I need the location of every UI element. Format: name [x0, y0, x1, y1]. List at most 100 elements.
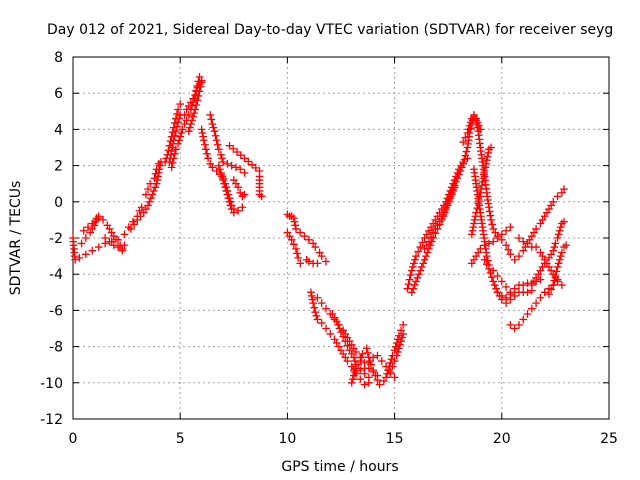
y-tick-label: -8	[49, 340, 63, 356]
data-point	[485, 203, 493, 212]
data-point	[550, 276, 559, 285]
data-point	[506, 223, 515, 231]
data-point	[413, 273, 422, 282]
data-point	[120, 241, 129, 250]
data-point	[189, 112, 197, 121]
data-point	[365, 373, 373, 382]
data-point	[487, 143, 495, 152]
data-point	[502, 226, 510, 235]
y-tick-label: 8	[54, 50, 63, 66]
data-point	[248, 160, 256, 169]
x-tick-label: 20	[493, 431, 511, 447]
data-point	[375, 380, 384, 389]
data-point	[532, 243, 540, 251]
data-point	[175, 136, 183, 145]
chart-title: Day 012 of 2021, Sidereal Day-to-day VTE…	[47, 22, 613, 38]
data-point	[310, 303, 319, 312]
data-point	[484, 149, 493, 157]
data-point	[308, 295, 317, 304]
data-point	[99, 216, 107, 224]
data-point	[211, 131, 220, 140]
data-point	[287, 235, 296, 244]
data-point	[148, 190, 157, 199]
data-point	[165, 158, 174, 166]
data-point	[292, 245, 300, 253]
data-point	[460, 155, 469, 164]
data-point	[168, 159, 177, 167]
data-point	[457, 163, 466, 172]
data-point	[167, 150, 175, 159]
data-point	[137, 203, 146, 212]
data-point	[415, 270, 423, 279]
data-point	[251, 164, 260, 172]
data-point	[360, 380, 369, 389]
data-point	[236, 165, 245, 174]
data-point	[218, 172, 226, 181]
data-point	[209, 123, 218, 132]
data-point	[547, 285, 555, 294]
data-point	[360, 364, 369, 373]
data-point	[412, 252, 420, 260]
data-point	[479, 174, 488, 183]
data-point	[549, 281, 558, 289]
data-point	[410, 259, 418, 268]
data-point	[363, 349, 372, 357]
data-point	[393, 348, 402, 356]
data-point	[553, 234, 562, 242]
y-axis: -12 -10 -8 -6 -4 -2 0 2 4 6 8	[40, 50, 609, 428]
data-point	[304, 235, 313, 244]
data-point	[176, 132, 185, 141]
data-point	[229, 208, 238, 217]
data-point	[317, 299, 326, 308]
data-point	[373, 351, 382, 360]
data-point	[390, 357, 399, 365]
data-point	[212, 136, 221, 145]
data-point	[326, 330, 335, 338]
data-point	[461, 133, 470, 142]
data-point	[224, 194, 233, 203]
data-point	[416, 266, 425, 275]
data-point	[151, 169, 160, 178]
data-point	[101, 234, 110, 242]
data-point	[456, 167, 465, 175]
data-point	[220, 179, 229, 188]
data-point	[192, 101, 201, 109]
data-point	[476, 245, 485, 253]
data-point	[291, 221, 300, 230]
data-point	[422, 252, 430, 260]
data-point	[167, 163, 176, 172]
x-axis-label: GPS time / hours	[281, 459, 398, 475]
x-tick-label: 5	[176, 431, 185, 447]
data-point	[294, 254, 302, 262]
data-point	[449, 185, 458, 193]
data-point	[203, 149, 211, 158]
series-track-13	[180, 76, 206, 119]
data-point	[307, 288, 315, 297]
data-point	[407, 288, 416, 297]
data-point	[459, 159, 468, 168]
data-point	[145, 197, 154, 206]
series-track-32	[467, 143, 495, 239]
data-point	[234, 207, 242, 215]
data-point	[406, 271, 415, 279]
data-point	[177, 129, 186, 137]
x-axis: 0 5 10 15 20 25	[69, 57, 618, 447]
data-point	[229, 145, 238, 153]
data-point	[523, 310, 532, 318]
data-point	[223, 190, 232, 199]
data-point	[418, 238, 427, 247]
data-point	[233, 148, 241, 156]
data-point	[532, 299, 540, 308]
data-point	[554, 259, 563, 268]
data-point	[557, 248, 566, 257]
data-point	[553, 263, 562, 271]
data-point	[313, 315, 322, 324]
data-point	[510, 284, 519, 293]
data-point	[485, 239, 493, 248]
data-point	[464, 125, 473, 134]
data-point	[197, 125, 206, 134]
data-point	[199, 136, 208, 145]
data-point	[71, 255, 79, 264]
data-point	[94, 243, 103, 251]
data-point	[213, 140, 222, 149]
